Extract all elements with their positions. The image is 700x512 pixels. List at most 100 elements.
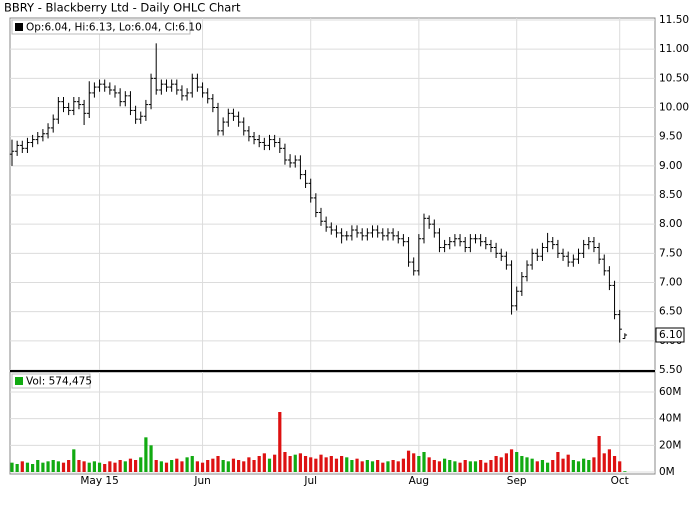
volume-bar xyxy=(46,461,50,472)
volume-bar xyxy=(10,462,14,472)
volume-tick-label: 40M xyxy=(659,413,681,425)
volume-legend-swatch xyxy=(15,377,23,385)
volume-bar xyxy=(319,454,323,472)
volume-bar xyxy=(453,461,457,472)
volume-bar xyxy=(61,462,66,472)
volume-tick-label: 20M xyxy=(659,439,681,451)
volume-bar xyxy=(231,458,236,472)
volume-bar xyxy=(365,460,369,472)
volume-bar xyxy=(406,450,411,472)
volume-bar xyxy=(97,462,102,472)
volume-bar xyxy=(376,460,380,472)
volume-bar xyxy=(267,458,272,472)
volume-bar xyxy=(427,457,431,472)
y-tick-label: 9.50 xyxy=(659,131,682,143)
volume-bar xyxy=(134,460,138,472)
volume-bar xyxy=(448,460,452,472)
volume-bar xyxy=(509,449,514,472)
volume-bar xyxy=(479,460,483,472)
volume-bar xyxy=(340,456,344,472)
volume-bar xyxy=(607,449,611,472)
volume-bar xyxy=(262,453,266,472)
volume-legend xyxy=(11,373,91,389)
volume-bar xyxy=(77,460,81,472)
volume-bar xyxy=(623,471,627,472)
volume-bar xyxy=(489,460,493,472)
labels: 5.506.006.507.007.508.008.509.009.5010.0… xyxy=(80,14,689,487)
volume-bar xyxy=(123,461,127,472)
x-tick-label: Oct xyxy=(611,475,629,487)
volume-bar xyxy=(566,454,570,472)
volume-bar xyxy=(257,456,261,472)
volume-bar xyxy=(67,460,71,472)
volume-bar xyxy=(51,460,55,472)
volume-bar xyxy=(396,461,400,472)
marks xyxy=(9,43,628,472)
volume-bar xyxy=(175,458,179,472)
volume-tick-label: 60M xyxy=(659,386,681,398)
volume-bar xyxy=(535,461,539,472)
price-legend-text: Op:6.04, Hi:6.13, Lo:6.04, Cl:6.10 xyxy=(26,22,202,34)
volume-bar xyxy=(164,462,169,472)
volume-bar xyxy=(381,462,385,472)
volume-bar xyxy=(458,462,462,472)
volume-bar xyxy=(437,461,442,472)
volume-bar xyxy=(247,457,251,472)
volume-bar xyxy=(180,461,184,472)
volume-bar xyxy=(520,456,524,472)
volume-bar xyxy=(118,460,122,472)
y-tick-label: 11.50 xyxy=(659,14,689,26)
volume-bar xyxy=(334,458,339,472)
volume-bar xyxy=(561,458,565,472)
volume-bar xyxy=(515,452,519,472)
volume-bar xyxy=(113,462,117,472)
volume-bar xyxy=(582,458,586,472)
price-panel xyxy=(9,17,656,371)
volume-bar xyxy=(221,460,225,472)
volume-bar xyxy=(468,461,472,472)
volume-bar xyxy=(144,437,148,472)
volume-bar xyxy=(602,453,606,472)
volume-bar xyxy=(314,458,318,472)
volume-bar xyxy=(36,460,40,472)
volume-bar xyxy=(345,457,349,472)
y-tick-label: 9.00 xyxy=(659,160,682,172)
volume-bar xyxy=(412,453,416,472)
volume-bar xyxy=(195,461,199,472)
volume-bar xyxy=(324,457,328,472)
volume-bar xyxy=(87,462,91,472)
volume-bar xyxy=(103,464,107,472)
last-price-box xyxy=(655,327,685,343)
y-tick-label: 8.00 xyxy=(659,218,682,230)
volume-bar xyxy=(417,456,421,472)
volume-bar xyxy=(370,461,375,472)
volume-bar xyxy=(283,452,287,472)
volume-bar xyxy=(298,453,302,472)
grid xyxy=(10,18,655,474)
volume-bar xyxy=(216,456,220,472)
volume-bar xyxy=(56,461,60,472)
volume-bar xyxy=(386,461,390,472)
volume-bar xyxy=(159,461,163,472)
volume-tick-label: 0M xyxy=(659,466,675,478)
volume-bar xyxy=(41,462,45,472)
volume-bar xyxy=(571,460,575,472)
chart-title: BBRY - Blackberry Ltd - Daily OHLC Chart xyxy=(4,1,241,15)
volume-bar xyxy=(154,460,158,472)
volume-bar xyxy=(350,460,354,472)
volume-bar xyxy=(170,460,174,472)
y-tick-label: 10.00 xyxy=(659,102,689,114)
volume-bar xyxy=(92,461,96,472)
y-tick-label: 7.00 xyxy=(659,277,682,289)
volume-bar xyxy=(329,456,333,472)
volume-bar xyxy=(309,457,313,472)
volume-bar xyxy=(200,462,205,472)
volume-bar xyxy=(226,461,230,472)
volume-bar xyxy=(443,458,447,472)
x-tick-label: Sep xyxy=(507,475,527,487)
y-tick-label: 6.50 xyxy=(659,306,682,318)
volume-legend-text: Vol: 574,475 xyxy=(26,376,92,388)
volume-bar xyxy=(494,456,498,472)
x-tick-label: Jul xyxy=(303,475,317,487)
